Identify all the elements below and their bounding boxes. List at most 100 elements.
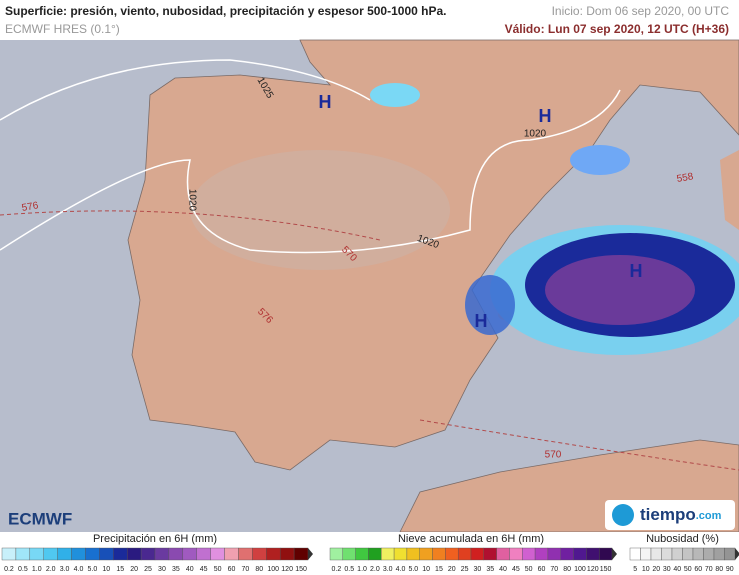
high-pressure: H [319,92,332,112]
precip-valencia [465,275,515,335]
legend-swatch [266,547,281,561]
legend-swatch [560,547,574,561]
legend-label: 60 [228,566,236,573]
legend-swatch [598,547,613,561]
legend-label: 20 [130,566,138,573]
ecmwf-logo: ECMWF [8,509,72,528]
thickness-label: 558 [676,171,695,185]
legend-label: 1.0 [32,566,42,573]
legend-swatch [43,547,58,561]
brand-name-main: tiempo [640,505,696,524]
legend-swatch [534,547,549,561]
legend-label: 70 [550,566,558,573]
legend-swatch [393,547,408,561]
legend-label: 0.5 [344,566,354,573]
header-bg [0,0,739,40]
title: Superficie: presión, viento, nubosidad, … [5,4,446,18]
legend-label: 50 [525,566,533,573]
brand-name: tiempo.com [640,505,722,524]
land-sardinia [720,150,739,230]
legend-label: 2.0 [46,566,56,573]
legend-swatch [671,547,683,561]
legend-label: 70 [705,566,713,573]
legend-label: 4.0 [396,566,406,573]
legend-swatch [547,547,561,561]
legend-label: 25 [461,566,469,573]
legend-swatch [1,547,17,561]
legend-label: 80 [563,566,571,573]
legend-label: 10 [642,566,650,573]
init-time: Inicio: Dom 06 sep 2020, 00 UTC [552,4,730,18]
legend-swatch [210,547,225,561]
legend-label: 20 [448,566,456,573]
thickness-line [0,210,381,241]
legend-label: 120 [587,566,599,573]
legend-swatch [355,547,369,561]
precip-catalonia [570,145,630,175]
brand-icon [612,504,634,526]
legend-label: 30 [474,566,482,573]
legend-arrow [735,548,739,560]
legend-swatch [406,547,420,561]
legend-swatch [419,547,433,561]
legend-label: 35 [486,566,494,573]
precip-core [545,255,695,325]
legend-swatch [692,547,704,561]
legend-swatch [629,547,641,561]
legend-label: 0.5 [18,566,28,573]
high-pressure: H [630,261,643,281]
legend-swatch [140,547,156,561]
legend-swatch [126,547,142,561]
isobar-label: 1020 [524,129,547,140]
high-pressure: H [475,311,488,331]
thickness-label: 576 [21,200,40,214]
legend-label: 45 [512,566,520,573]
legend-swatch [224,547,239,561]
legend-label: 15 [435,566,443,573]
legend-label: 70 [242,566,250,573]
legend-label: 0.2 [332,566,342,573]
legend-swatch [650,547,662,561]
legend-swatch [168,547,184,561]
legend-swatch [57,547,72,561]
legend-label: 5 [633,566,637,573]
legend-label: 20 [652,566,660,573]
legend-label: 30 [663,566,671,573]
valid-time: Válido: Lun 07 sep 2020, 12 UTC (H+36) [505,22,729,36]
legend-label: 45 [200,566,208,573]
legend-arrow [612,548,617,560]
legend-swatch [509,547,523,561]
brand-box[interactable] [605,500,735,530]
isobar [0,89,621,254]
legend-title: Nubosidad (%) [646,533,719,545]
legend-swatch [573,547,587,561]
legend-label: 100 [267,566,279,573]
legend-swatch [381,547,395,561]
legend-label: 150 [295,566,307,573]
legend-swatch [329,547,344,561]
legend-swatch [182,547,197,561]
legend-label: 80 [255,566,263,573]
legend-label: 10 [422,566,430,573]
isobar-label: 1020 [186,189,197,212]
legend-swatch [368,547,382,561]
isobar [0,59,371,121]
legend-swatch [252,547,267,561]
legend-swatch [713,547,725,561]
legend-label: 40 [186,566,194,573]
legend-swatch [445,547,459,561]
legend-swatch [682,547,694,561]
legend-label: 5.0 [88,566,98,573]
legend-swatch [586,547,600,561]
legend-swatch [522,547,536,561]
legend-swatch [196,547,211,561]
high-pressure: H [539,106,552,126]
legend-swatch [293,547,309,561]
legend-label: 60 [538,566,546,573]
brand-domain: .com [696,510,722,522]
legend-label: 3.0 [383,566,393,573]
legend-label: 0.2 [4,566,14,573]
legend-label: 50 [214,566,222,573]
legend-label: 50 [684,566,692,573]
legend-arrow [308,548,313,560]
